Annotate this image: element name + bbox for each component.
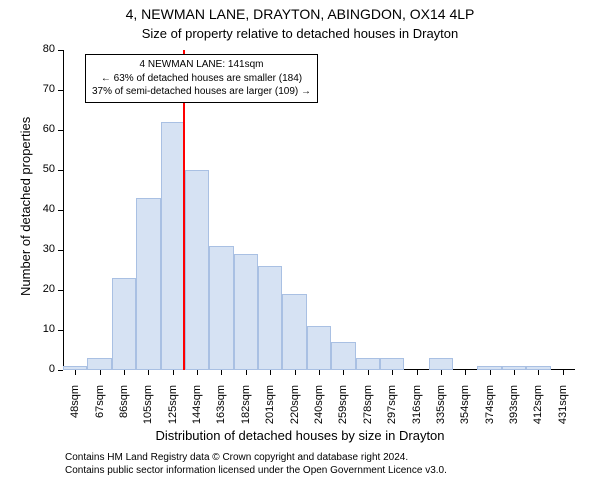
- y-tick-mark: [58, 50, 63, 51]
- x-tick-mark: [173, 370, 174, 375]
- x-tick-label: 335sqm: [435, 385, 447, 435]
- x-tick-label: 144sqm: [191, 385, 203, 435]
- x-tick-mark: [75, 370, 76, 375]
- callout-line-2: ← 63% of detached houses are smaller (18…: [92, 72, 311, 86]
- x-tick-label: 297sqm: [386, 385, 398, 435]
- x-tick-label: 125sqm: [167, 385, 179, 435]
- attribution-line-2: Contains public sector information licen…: [65, 465, 447, 478]
- y-tick-label: 30: [33, 243, 55, 255]
- x-tick-mark: [563, 370, 564, 375]
- bar: [136, 198, 160, 370]
- x-tick-mark: [490, 370, 491, 375]
- x-tick-mark: [197, 370, 198, 375]
- chart-subtitle: Size of property relative to detached ho…: [0, 26, 600, 41]
- x-tick-label: 259sqm: [337, 385, 349, 435]
- x-tick-mark: [124, 370, 125, 375]
- x-tick-mark: [148, 370, 149, 375]
- y-tick-label: 20: [33, 283, 55, 295]
- bar: [258, 266, 282, 370]
- x-tick-label: 412sqm: [532, 385, 544, 435]
- bar: [331, 342, 355, 370]
- chart-title: 4, NEWMAN LANE, DRAYTON, ABINGDON, OX14 …: [0, 6, 600, 22]
- x-tick-mark: [465, 370, 466, 375]
- bar: [234, 254, 258, 370]
- x-tick-label: 182sqm: [240, 385, 252, 435]
- bar: [477, 366, 501, 370]
- x-tick-mark: [246, 370, 247, 375]
- y-axis-label: Number of detached properties: [18, 117, 33, 296]
- x-tick-mark: [319, 370, 320, 375]
- y-tick-mark: [58, 290, 63, 291]
- callout-box: 4 NEWMAN LANE: 141sqm ← 63% of detached …: [85, 54, 318, 103]
- bar: [87, 358, 111, 370]
- x-tick-label: 374sqm: [484, 385, 496, 435]
- x-tick-mark: [221, 370, 222, 375]
- y-tick-mark: [58, 90, 63, 91]
- attribution-line-1: Contains HM Land Registry data © Crown c…: [65, 452, 447, 465]
- bar: [307, 326, 331, 370]
- bar: [161, 122, 185, 370]
- x-tick-mark: [514, 370, 515, 375]
- y-tick-mark: [58, 130, 63, 131]
- x-tick-label: 316sqm: [411, 385, 423, 435]
- x-tick-mark: [441, 370, 442, 375]
- y-tick-label: 50: [33, 163, 55, 175]
- bar: [63, 366, 87, 370]
- x-tick-mark: [392, 370, 393, 375]
- y-tick-label: 0: [33, 363, 55, 375]
- x-tick-mark: [417, 370, 418, 375]
- bar: [185, 170, 209, 370]
- bar: [282, 294, 306, 370]
- x-tick-label: 278sqm: [362, 385, 374, 435]
- x-tick-mark: [100, 370, 101, 375]
- bar: [429, 358, 453, 370]
- bar: [502, 366, 526, 370]
- x-tick-label: 220sqm: [289, 385, 301, 435]
- x-tick-label: 201sqm: [264, 385, 276, 435]
- y-tick-label: 60: [33, 123, 55, 135]
- attribution: Contains HM Land Registry data © Crown c…: [65, 452, 447, 477]
- y-tick-mark: [58, 370, 63, 371]
- y-tick-label: 80: [33, 43, 55, 55]
- bar: [209, 246, 233, 370]
- x-tick-label: 163sqm: [215, 385, 227, 435]
- callout-line-1: 4 NEWMAN LANE: 141sqm: [92, 58, 311, 72]
- y-tick-mark: [58, 170, 63, 171]
- x-tick-mark: [538, 370, 539, 375]
- x-tick-label: 48sqm: [69, 385, 81, 435]
- bar: [526, 366, 550, 370]
- bar: [380, 358, 404, 370]
- bar: [356, 358, 380, 370]
- x-tick-label: 240sqm: [313, 385, 325, 435]
- y-tick-label: 10: [33, 323, 55, 335]
- x-tick-label: 86sqm: [118, 385, 130, 435]
- x-tick-mark: [368, 370, 369, 375]
- y-tick-mark: [58, 210, 63, 211]
- y-tick-label: 40: [33, 203, 55, 215]
- y-tick-label: 70: [33, 83, 55, 95]
- y-tick-mark: [58, 330, 63, 331]
- bar: [112, 278, 136, 370]
- x-tick-label: 67sqm: [94, 385, 106, 435]
- x-tick-label: 105sqm: [142, 385, 154, 435]
- x-tick-mark: [270, 370, 271, 375]
- y-tick-mark: [58, 250, 63, 251]
- callout-line-3: 37% of semi-detached houses are larger (…: [92, 85, 311, 99]
- x-tick-label: 393sqm: [508, 385, 520, 435]
- x-tick-mark: [295, 370, 296, 375]
- x-tick-label: 431sqm: [557, 385, 569, 435]
- x-tick-mark: [343, 370, 344, 375]
- x-tick-label: 354sqm: [459, 385, 471, 435]
